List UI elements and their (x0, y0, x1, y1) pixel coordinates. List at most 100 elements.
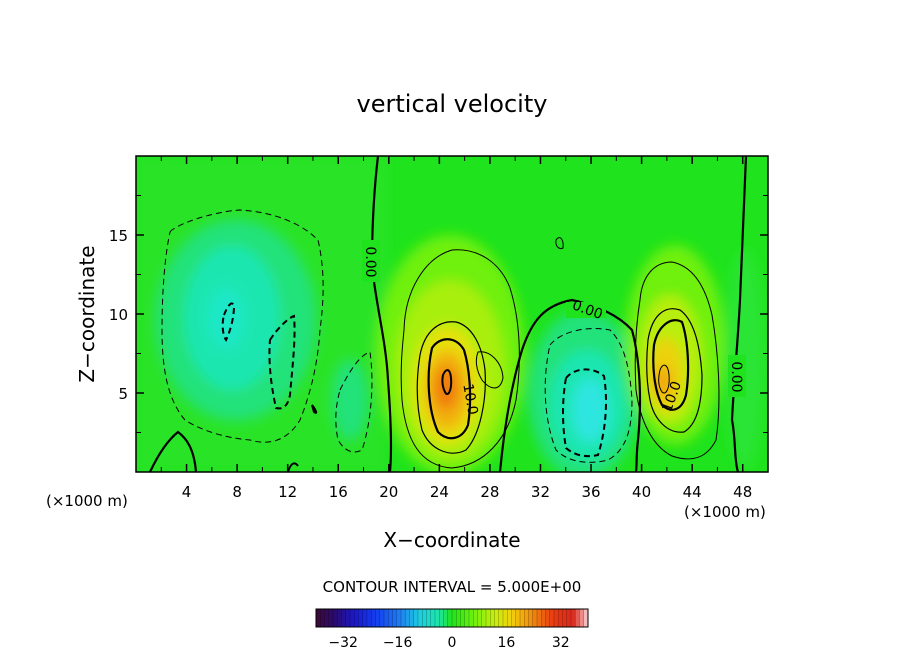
negative-contour-left (161, 209, 324, 443)
x-tick-label: 20 (379, 483, 398, 501)
colorbar-cell (447, 609, 453, 627)
colorbar-cell (503, 609, 508, 627)
colorbar-cell (481, 609, 487, 627)
positive-contour-outer (400, 249, 520, 469)
colorbar-cell (413, 609, 419, 627)
colorbar-tick-label: −16 (383, 635, 413, 651)
colorbar-cell (490, 609, 495, 627)
colorbar-cell (541, 609, 546, 627)
x-tick-label: 12 (278, 483, 297, 501)
colorbar-cell (341, 609, 347, 627)
x-tick-label: 28 (480, 483, 499, 501)
colorbar-cell (426, 609, 432, 627)
colorbar-cell (337, 609, 342, 627)
y-tick-label: 15 (109, 227, 128, 245)
colorbar-cell (558, 609, 563, 627)
colorbar-cell (362, 609, 368, 627)
colorbar-cell (477, 609, 483, 627)
colorbar-cell (520, 609, 525, 627)
contour-label-zero-right: 0.00 (728, 361, 744, 392)
colorbar-ticks: −32 −16 0 16 32 (328, 635, 569, 651)
colorbar-cell (435, 609, 440, 627)
y-axis-title: Z−coordinate (75, 245, 99, 382)
x-tick-label: 16 (329, 483, 348, 501)
colorbar-cell (358, 609, 364, 627)
colorbar-cell (464, 609, 470, 627)
colorbar-cell (583, 609, 589, 627)
colorbar-cell (511, 609, 517, 627)
x-tick-label: 8 (232, 483, 242, 501)
colorbar-cell (375, 609, 381, 627)
colorbar-cell (324, 609, 330, 627)
zero-contour-right (730, 156, 748, 472)
negative-contour-inner (268, 314, 296, 410)
chart-title: vertical velocity (357, 90, 548, 118)
colorbar (315, 608, 589, 628)
positive-contour-right (634, 261, 720, 460)
x-tick-label: 36 (581, 483, 600, 501)
colorbar-cell (439, 609, 444, 627)
colorbar-cell (532, 609, 538, 627)
x-axis-title: X−coordinate (383, 528, 520, 552)
colorbar-frame (315, 608, 589, 628)
colorbar-cell (430, 609, 436, 627)
colorbar-cell (579, 609, 585, 627)
colorbar-cell (452, 609, 457, 627)
colorbar-cell (469, 609, 474, 627)
colorbar-cell (320, 609, 325, 627)
colorbar-cell (384, 609, 389, 627)
y-tick-label: 5 (118, 385, 128, 403)
colorbar-cell (333, 609, 338, 627)
colorbar-cell (354, 609, 359, 627)
colorbar-cell (392, 609, 398, 627)
colorbar-tick-label: −32 (328, 635, 358, 651)
x-tick-label: 40 (632, 483, 651, 501)
colorbar-cell (575, 609, 580, 627)
colorbar-cell (405, 609, 410, 627)
colorbar-cell (554, 609, 559, 627)
x-unit-label: (×1000 m) (46, 492, 128, 510)
zero-contour-left (370, 156, 393, 472)
x-unit-label-right: (×1000 m) (684, 503, 766, 521)
colorbar-cell (486, 609, 491, 627)
colorbar-cell (350, 609, 355, 627)
colorbar-cell (507, 609, 512, 627)
colorbar-cell (443, 609, 449, 627)
colorbar-cell (566, 609, 572, 627)
colorbar-cell (422, 609, 427, 627)
colorbar-cell (379, 609, 385, 627)
colorbar-cell (460, 609, 466, 627)
colorbar-cell (545, 609, 551, 627)
contour-label-ten-left: 10.0 (459, 383, 480, 416)
colorbar-cell (515, 609, 521, 627)
x-axis: 4 8 12 16 20 24 28 32 36 40 44 48 (160, 156, 752, 501)
y-axis: 5 10 15 (109, 195, 768, 433)
contour-interval-text: CONTOUR INTERVAL = 5.000E+00 (323, 578, 582, 596)
colorbar-cell (367, 609, 372, 627)
colorbar-cell (528, 609, 534, 627)
colorbar-cell (396, 609, 402, 627)
field-shading (136, 156, 765, 472)
x-tick-label: 4 (182, 483, 192, 501)
colorbar-tick-label: 32 (552, 635, 570, 651)
colorbar-cell (345, 609, 351, 627)
contour-lines (149, 156, 748, 472)
negative-contour-middle (544, 328, 633, 463)
colorbar-tick-label: 0 (448, 635, 457, 651)
colorbar-cell (524, 609, 529, 627)
colorbar-cell (456, 609, 461, 627)
colorbar-cell (418, 609, 423, 627)
colorbar-cell (409, 609, 415, 627)
y-tick-label: 10 (109, 306, 128, 324)
colorbar-cell (371, 609, 376, 627)
x-tick-label: 24 (430, 483, 449, 501)
colorbar-cell (549, 609, 555, 627)
colorbar-cell (562, 609, 568, 627)
plot-area: 0.00 0.00 0.00 10.0 10.0 (136, 156, 768, 472)
colorbar-cell (537, 609, 542, 627)
x-tick-label: 32 (531, 483, 550, 501)
positive-contour-ten (427, 338, 472, 440)
x-tick-label: 48 (733, 483, 752, 501)
colorbar-cell (401, 609, 406, 627)
